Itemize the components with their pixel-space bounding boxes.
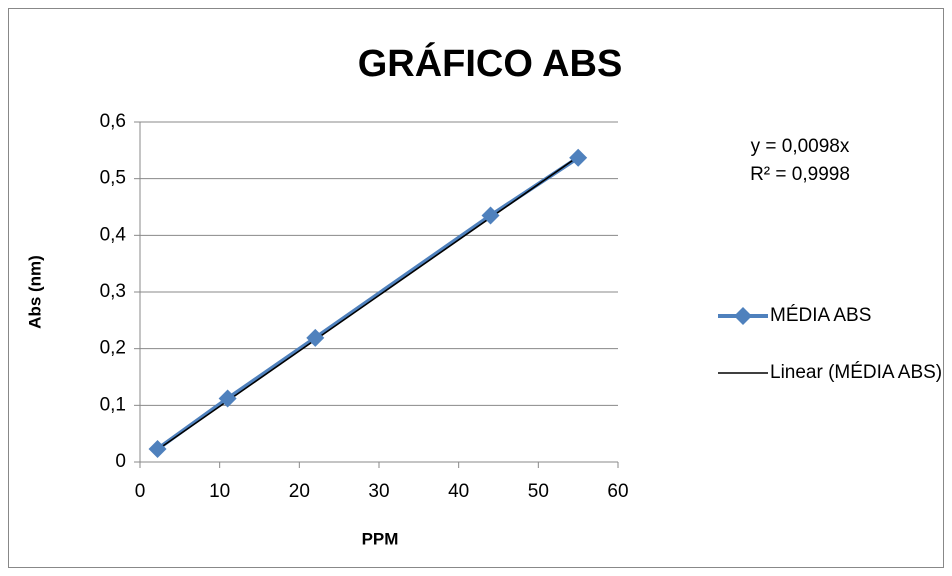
marker: [148, 439, 167, 458]
y-tick-label: 0,2: [100, 338, 126, 359]
chart-title: GRÁFICO ABS: [358, 41, 623, 85]
x-tick-label: 60: [607, 481, 628, 502]
y-tick-label: 0,3: [100, 281, 126, 302]
x-tick-label: 10: [209, 481, 230, 502]
legend-label: MÉDIA ABS: [770, 305, 871, 326]
annotation: R² = 0,9998: [750, 164, 850, 185]
y-tick-label: 0,1: [100, 394, 126, 415]
x-tick-label: 50: [528, 481, 549, 502]
x-tick-label: 20: [289, 481, 310, 502]
x-tick-label: 0: [135, 481, 146, 502]
y-tick-label: 0,4: [100, 224, 127, 245]
y-tick-label: 0: [115, 451, 126, 472]
chart-border: [8, 8, 944, 568]
legend-label: Linear (MÉDIA ABS): [770, 362, 942, 383]
marker: [218, 389, 237, 408]
marker: [569, 148, 588, 167]
annotation: y = 0,0098x: [751, 136, 850, 157]
y-tick-label: 0,5: [100, 168, 126, 189]
x-tick-label: 40: [448, 481, 469, 502]
y-tick-label: 0,6: [100, 111, 126, 132]
y-axis-title: Abs (nm): [25, 255, 44, 329]
marker: [481, 206, 500, 225]
x-axis-title: PPM: [362, 529, 399, 548]
marker: [306, 328, 325, 347]
x-tick-label: 30: [368, 481, 389, 502]
legend-marker: [734, 307, 752, 325]
